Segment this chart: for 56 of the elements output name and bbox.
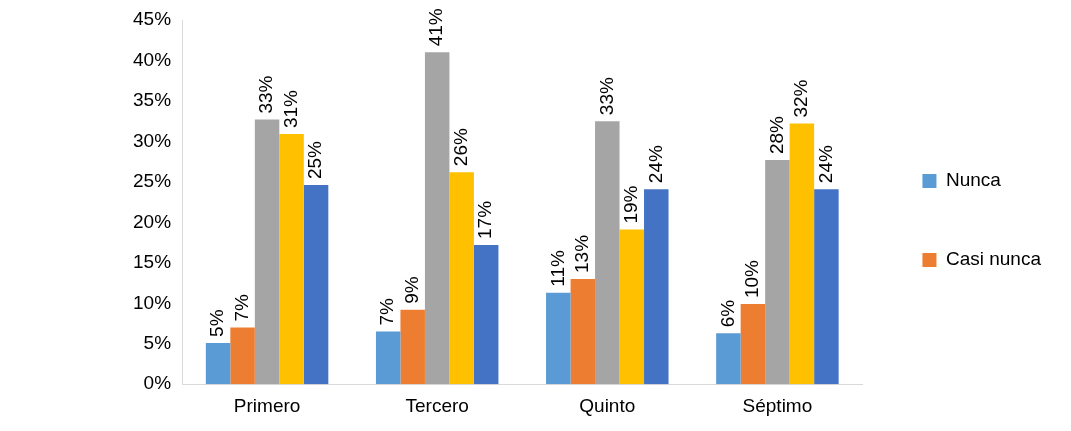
bar	[473, 245, 499, 385]
y-tick-label: 20%	[133, 210, 172, 232]
y-tick-label: 15%	[133, 251, 172, 273]
data-label: 7%	[376, 298, 398, 326]
data-label: 31%	[279, 89, 301, 129]
bar	[205, 342, 231, 385]
data-label: 5%	[206, 309, 228, 337]
bar	[400, 309, 425, 385]
bar	[765, 160, 790, 385]
legend-label: Nunca	[945, 169, 1002, 191]
bar	[789, 123, 815, 385]
data-label: 24%	[644, 145, 666, 184]
data-label: 33%	[255, 75, 277, 114]
data-label: 9%	[400, 276, 422, 304]
bar	[644, 189, 669, 385]
data-label: 33%	[595, 77, 617, 116]
x-tick-label: Tercero	[405, 394, 469, 416]
bar	[619, 229, 645, 385]
legend-label: Casi nunca	[945, 248, 1042, 270]
data-label: 28%	[765, 115, 787, 155]
bar	[279, 134, 304, 385]
data-label: 24%	[814, 145, 836, 184]
y-tick-label: 45%	[133, 8, 172, 30]
bar	[740, 304, 766, 385]
data-label: 11%	[546, 250, 568, 287]
bar	[230, 327, 255, 385]
bar	[303, 185, 329, 385]
data-label: 13%	[571, 234, 593, 273]
bar	[449, 172, 474, 385]
x-tick-label: Séptimo	[742, 394, 813, 416]
x-tick-label: Primero	[233, 394, 301, 416]
bar	[546, 292, 571, 385]
data-label: 19%	[620, 185, 642, 224]
data-label: 7%	[230, 293, 252, 322]
data-label: 25%	[304, 140, 326, 180]
bar	[375, 331, 401, 385]
data-label: 10%	[741, 259, 763, 299]
y-tick-label: 0%	[143, 372, 172, 394]
x-tick-label: Quinto	[579, 394, 636, 416]
y-tick-label: 25%	[133, 170, 172, 192]
y-tick-label: 10%	[133, 291, 172, 313]
bar	[814, 189, 839, 385]
bar	[595, 121, 620, 385]
bar	[570, 278, 596, 385]
data-label: 26%	[449, 128, 471, 167]
y-tick-label: 40%	[133, 48, 172, 70]
data-label: 32%	[790, 79, 812, 118]
bar	[424, 52, 450, 385]
bar	[716, 333, 741, 385]
y-tick-label: 35%	[133, 89, 172, 111]
data-label: 17%	[474, 200, 496, 239]
data-label: 41%	[425, 8, 447, 47]
y-tick-label: 30%	[133, 129, 172, 151]
bar	[254, 119, 280, 385]
data-label: 6%	[716, 299, 738, 328]
y-tick-label: 5%	[143, 331, 172, 353]
